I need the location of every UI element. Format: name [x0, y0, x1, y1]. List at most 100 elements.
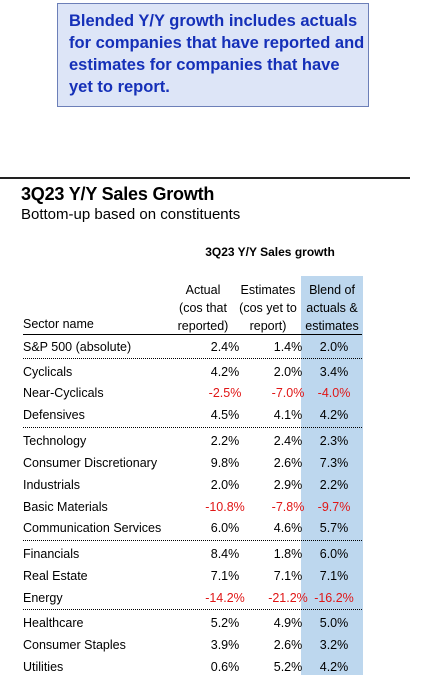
column-header-line: estimates [305, 319, 359, 333]
sector-name-header: Sector name [23, 317, 94, 331]
actual-value: 7.1% [210, 569, 240, 583]
estimates-value: 7.1% [273, 569, 303, 583]
estimates-value: 2.4% [273, 434, 303, 448]
blend-value: 7.1% [319, 569, 349, 583]
sector-label: Near-Cyclicals [23, 386, 104, 400]
sector-label: Energy [23, 591, 63, 605]
table-row: Near-Cyclicals -2.5% -7.0% -4.0% [23, 383, 362, 404]
column-header-line: (cos yet to [239, 301, 297, 315]
actual-value: 3.9% [210, 638, 240, 652]
blend-value: 4.2% [319, 660, 349, 674]
group-header: 3Q23 Y/Y Sales growth [205, 245, 335, 259]
estimates-value: -21.2% [268, 591, 308, 605]
actual-value: -14.2% [205, 591, 245, 605]
column-header-line: Actual [185, 283, 221, 297]
table-title: 3Q23 Y/Y Sales Growth [21, 184, 215, 204]
table-row: Industrials 2.0% 2.9% 2.2% [23, 475, 362, 496]
table-row: Healthcare 5.2% 4.9% 5.0% [23, 613, 362, 634]
actual-value: 0.6% [210, 660, 240, 674]
actual-value: 5.2% [210, 616, 240, 630]
sector-label: Utilities [23, 660, 64, 674]
blend-value: 5.7% [319, 521, 349, 535]
actual-value: -10.8% [205, 500, 245, 514]
table-row: S&P 500 (absolute) 2.4% 1.4% 2.0% [23, 337, 362, 358]
estimates-value: 1.4% [273, 340, 303, 354]
actual-value: 8.4% [210, 547, 240, 561]
table-row: Consumer Discretionary 9.8% 2.6% 7.3% [23, 453, 362, 474]
column-header-line: Blend of [309, 283, 355, 297]
blend-value: 6.0% [319, 547, 349, 561]
group-separator [23, 358, 362, 359]
blend-value: 2.2% [319, 478, 349, 492]
blend-column-highlight [301, 276, 363, 675]
blend-value: 2.0% [319, 340, 349, 354]
estimates-value: 4.9% [273, 616, 303, 630]
table-row: Financials 8.4% 1.8% 6.0% [23, 544, 362, 565]
estimates-value: 2.0% [273, 365, 303, 379]
blend-value: 7.3% [319, 456, 349, 470]
column-header-line: actuals & [306, 301, 358, 315]
actual-value: 9.8% [210, 456, 240, 470]
callout-note: Blended Y/Y growth includes actuals for … [57, 3, 369, 107]
sector-label: Financials [23, 547, 80, 561]
blend-value: -4.0% [317, 386, 351, 400]
blend-value: 3.4% [319, 365, 349, 379]
estimates-value: -7.8% [271, 500, 305, 514]
blend-value: 2.3% [319, 434, 349, 448]
callout-line: Blended Y/Y growth includes actuals [69, 12, 358, 30]
sector-label: Consumer Staples [23, 638, 126, 652]
actual-value: 4.2% [210, 365, 240, 379]
column-header-estimates: Estimates (cos yet to report) [235, 281, 301, 335]
sector-label: Consumer Discretionary [23, 456, 158, 470]
group-separator [23, 427, 362, 428]
callout-line: yet to report. [69, 78, 170, 96]
sector-label: Healthcare [23, 616, 84, 630]
actual-value: 2.2% [210, 434, 240, 448]
actual-value: 6.0% [210, 521, 240, 535]
sector-label: S&P 500 (absolute) [23, 340, 132, 354]
sector-label: Cyclicals [23, 365, 73, 379]
table-row: Consumer Staples 3.9% 2.6% 3.2% [23, 635, 362, 656]
table-subtitle: Bottom-up based on constituents [21, 206, 241, 223]
actual-value: 2.0% [210, 478, 240, 492]
callout-line: for companies that have reported and [69, 34, 365, 52]
table-row: Cyclicals 4.2% 2.0% 3.4% [23, 362, 362, 383]
blend-value: -9.7% [317, 500, 351, 514]
sector-label: Defensives [23, 408, 85, 422]
header-rule [23, 334, 362, 335]
sector-label: Basic Materials [23, 500, 108, 514]
column-header-line: reported) [177, 319, 229, 333]
sector-label: Technology [23, 434, 87, 448]
estimates-value: 4.6% [273, 521, 303, 535]
group-separator [23, 540, 362, 541]
estimates-value: 1.8% [273, 547, 303, 561]
sector-label: Real Estate [23, 569, 88, 583]
column-header-line: Estimates [240, 283, 296, 297]
table-row: Energy -14.2% -21.2% -16.2% [23, 588, 362, 609]
estimates-value: 2.6% [273, 456, 303, 470]
estimates-value: 5.2% [273, 660, 303, 674]
group-separator [23, 609, 362, 610]
table-row: Communication Services 6.0% 4.6% 5.7% [23, 518, 362, 539]
title-rule [0, 177, 410, 179]
blend-value: 3.2% [319, 638, 349, 652]
callout-line: estimates for companies that have [69, 56, 340, 74]
estimates-value: 2.6% [273, 638, 303, 652]
actual-value: -2.5% [208, 386, 242, 400]
estimates-value: 4.1% [273, 408, 303, 422]
column-header-blend: Blend of actuals & estimates [301, 281, 363, 335]
column-header-actual: Actual (cos that reported) [172, 281, 234, 335]
table-row: Utilities 0.6% 5.2% 4.2% [23, 657, 362, 678]
column-header-line: (cos that [179, 301, 227, 315]
actual-value: 4.5% [210, 408, 240, 422]
table-row: Defensives 4.5% 4.1% 4.2% [23, 405, 362, 426]
estimates-value: 2.9% [273, 478, 303, 492]
sector-label: Industrials [23, 478, 80, 492]
actual-value: 2.4% [210, 340, 240, 354]
table-row: Real Estate 7.1% 7.1% 7.1% [23, 566, 362, 587]
blend-value: 5.0% [319, 616, 349, 630]
table-row: Basic Materials -10.8% -7.8% -9.7% [23, 497, 362, 518]
sector-label: Communication Services [23, 521, 162, 535]
table-row: Technology 2.2% 2.4% 2.3% [23, 431, 362, 452]
blend-value: -16.2% [314, 591, 354, 605]
